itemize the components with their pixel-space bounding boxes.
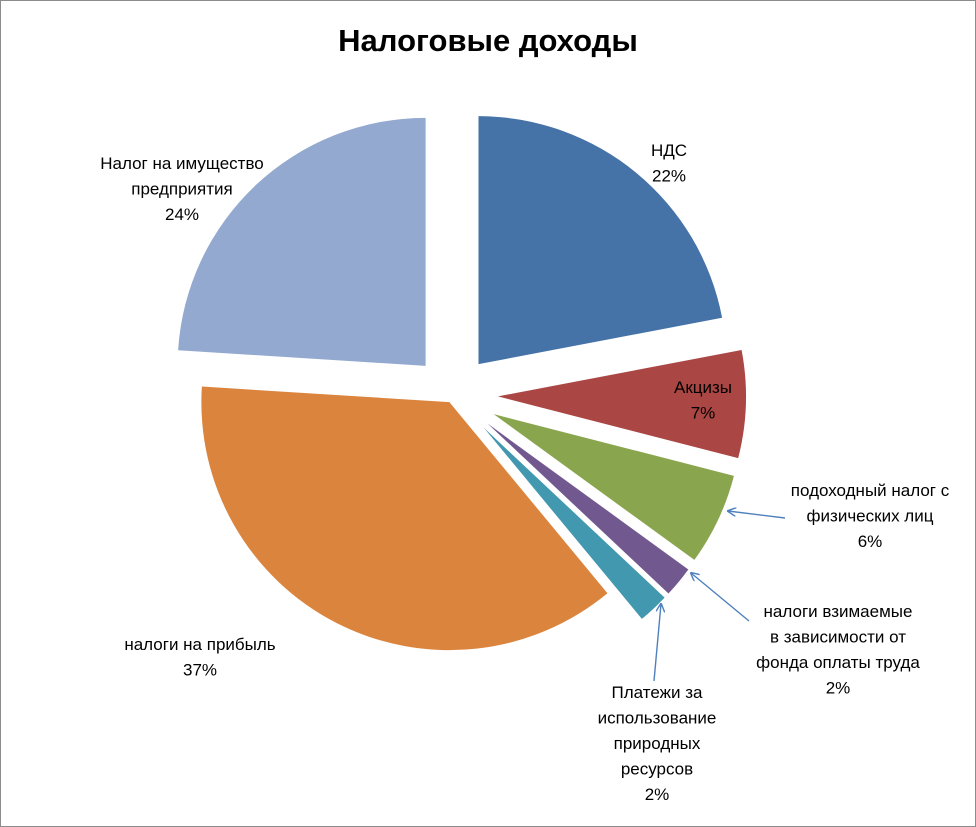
data-label-налоги-взимаемые-в-зависимости-от-фонда-оплаты-труда: налоги взимаемые в зависимости от фонда оп… bbox=[756, 602, 920, 698]
leader-line-платежи-за-использование-природных-ресурсов bbox=[653, 604, 661, 682]
pie-slice-ндс bbox=[478, 116, 723, 365]
pie-slice-акцизы bbox=[497, 349, 746, 459]
pie-slice-подоходный-налог-с-физических-лиц bbox=[493, 414, 734, 560]
data-label-налоги-на-прибыль: налоги на прибыль 37% bbox=[124, 635, 275, 680]
leader-line-подоходный-налог-с-физических-лиц bbox=[728, 511, 786, 519]
pie-slice-налог-на-имущество-предприятия bbox=[178, 117, 426, 366]
data-label-акцизы: Акцизы 7% bbox=[674, 378, 732, 423]
chart-title: Налоговые доходы bbox=[338, 23, 638, 58]
pie-slice-платежи-за-использование-природных-ресурсов bbox=[483, 427, 665, 619]
data-label-ндс: НДС 22% bbox=[651, 141, 687, 186]
data-label-подоходный-налог-с-физических-лиц: подоходный налог с физических лиц 6% bbox=[791, 481, 950, 551]
leader-line-налоги-взимаемые-в-зависимости-от-фонда-оплаты-труда bbox=[691, 573, 750, 622]
data-label-налог-на-имущество-предприятия: Налог на имущество предприятия 24% bbox=[100, 154, 264, 224]
pie-slice-налоги-взимаемые-в-зависимости-от-фонда-оплаты-труда bbox=[487, 423, 689, 594]
pie-slice-налоги-на-прибыль bbox=[201, 386, 608, 651]
data-label-платежи-за-использование-природных-ресурсов: Платежи за использование природных ресурсов… bbox=[598, 683, 717, 804]
